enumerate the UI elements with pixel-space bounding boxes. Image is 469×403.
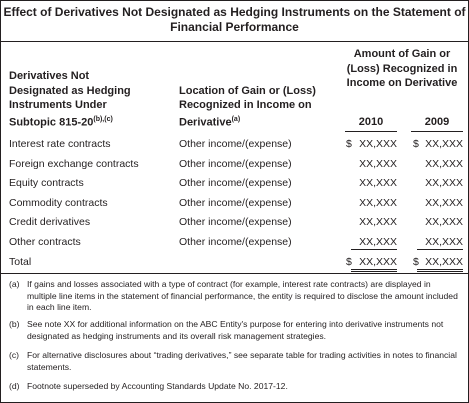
row-location: Other income/(expense) xyxy=(179,216,292,229)
row-label: Foreign exchange contracts xyxy=(9,157,139,170)
column-header: Location of Gain or (Loss) Recognized in… xyxy=(179,84,319,130)
amount: XX,XXX xyxy=(425,216,463,229)
amount: XX,XXX xyxy=(351,256,397,272)
row-label: Interest rate contracts xyxy=(9,138,111,150)
amount: XX,XXX xyxy=(417,236,463,250)
title: Effect of Derivatives Not Designated as … xyxy=(3,5,466,34)
row-label: Credit derivatives xyxy=(9,216,91,229)
row-location: Other income/(expense) xyxy=(179,236,292,248)
amount: XX,XXX xyxy=(425,138,463,150)
footnote-text: For alternative disclosures about “tradi… xyxy=(27,350,457,372)
amount: XX,XXX xyxy=(359,196,397,209)
row-location: Other income/(expense) xyxy=(179,157,292,170)
amount: XX,XXX xyxy=(425,157,463,170)
row-label: Other contracts xyxy=(9,236,81,248)
amount: XX,XXX xyxy=(359,157,397,170)
footnote-text: See note XX for additional information o… xyxy=(27,319,444,341)
title-rule xyxy=(1,41,468,42)
row-label: Total xyxy=(9,255,32,268)
header-text: Location of Gain or (Loss) Recognized in… xyxy=(179,84,316,129)
footnote-marker: (a) xyxy=(9,279,20,289)
currency: $ xyxy=(346,255,352,268)
footnote-ref: (a) xyxy=(231,115,241,123)
amount: XX,XXX xyxy=(425,177,463,190)
amount: XX,XXX xyxy=(351,236,397,250)
footnote-text: Footnote superseded by Accounting Standa… xyxy=(27,381,288,391)
year-header: 2009 xyxy=(424,116,450,128)
footnote-rule xyxy=(1,273,468,274)
header-text: Derivatives Not Designated as Hedging In… xyxy=(9,70,131,129)
row-label: Commodity contracts xyxy=(9,196,108,209)
footnote-text: If gains and losses associated with a ty… xyxy=(27,279,458,312)
footnote-ref: (b),(c) xyxy=(93,115,113,123)
footnote-marker: (d) xyxy=(9,381,20,391)
footnote-marker: (b) xyxy=(9,319,20,329)
footnote-marker: (c) xyxy=(9,350,20,360)
year-header: 2010 xyxy=(358,116,384,128)
amount: XX,XXX xyxy=(359,138,397,150)
row-location: Other income/(expense) xyxy=(179,138,292,150)
amount: XX,XXX xyxy=(417,256,463,272)
row-label: Equity contracts xyxy=(9,177,84,190)
currency: $ xyxy=(413,138,419,150)
amount: XX,XXX xyxy=(359,216,397,229)
amount: XX,XXX xyxy=(425,196,463,209)
currency: $ xyxy=(413,255,419,268)
amount: XX,XXX xyxy=(359,177,397,190)
year-rule xyxy=(411,131,463,132)
row-location: Other income/(expense) xyxy=(179,196,292,209)
year-rule xyxy=(345,131,397,132)
column-header: Derivatives Not Designated as Hedging In… xyxy=(9,69,149,130)
row-location: Other income/(expense) xyxy=(179,177,292,190)
column-header: Amount of Gain or (Loss) Recognized in I… xyxy=(346,48,458,89)
currency: $ xyxy=(346,138,352,150)
